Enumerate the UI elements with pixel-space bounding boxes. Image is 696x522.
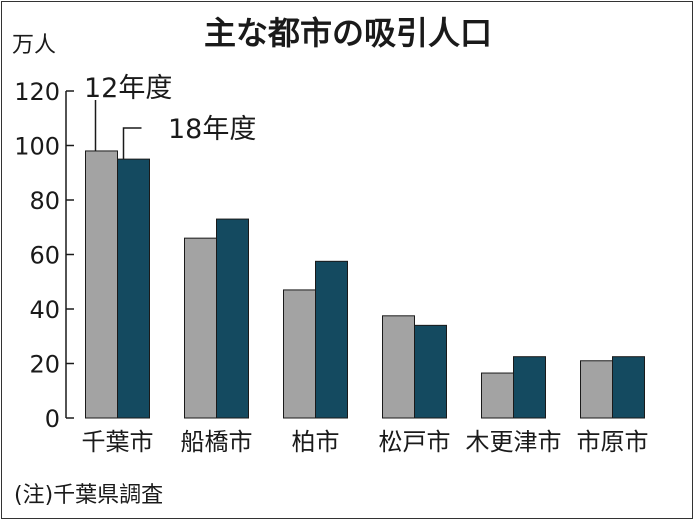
category-label: 千葉市 <box>82 428 154 456</box>
legend-group: 12年度 18年度 <box>84 73 256 160</box>
category-label: 柏市 <box>292 428 340 456</box>
category-label: 市原市 <box>577 428 649 456</box>
category-labels-group: 千葉市 船橋市 柏市 松戸市 木更津市 市原市 <box>82 428 649 456</box>
category-label: 船橋市 <box>181 428 253 456</box>
y-tick-label: 80 <box>29 187 60 215</box>
bar-fy12-1 <box>184 237 217 419</box>
category-label: 木更津市 <box>466 428 562 456</box>
category-label: 松戸市 <box>379 428 451 456</box>
y-tick-label: 120 <box>14 78 60 106</box>
bar-fy12-0 <box>85 150 118 419</box>
chart-title: 主な都市の吸引人口 <box>204 14 492 52</box>
bar-fy12-5 <box>580 360 613 419</box>
bars-group <box>85 150 645 419</box>
legend-leader-fy18 <box>122 127 142 160</box>
bar-fy18-4 <box>513 356 546 419</box>
y-tick-label: 0 <box>45 405 60 433</box>
y-tick-label: 60 <box>29 242 60 270</box>
bar-fy12-4 <box>481 372 514 419</box>
bar-fy18-5 <box>612 356 645 419</box>
y-tick-label: 100 <box>14 133 60 161</box>
bar-fy12-2 <box>283 289 316 419</box>
bar-fy12-3 <box>382 315 415 419</box>
bar-fy18-0 <box>117 158 150 419</box>
y-axis-unit: 万人 <box>12 33 56 58</box>
bar-fy18-3 <box>414 324 447 419</box>
y-tick-label: 20 <box>29 351 60 379</box>
y-tick-label: 40 <box>29 296 60 324</box>
source-note: (注)千葉県調査 <box>14 483 163 508</box>
bar-fy18-2 <box>315 260 348 419</box>
legend-label-fy18: 18年度 <box>168 114 256 145</box>
y-ticks-group: 0 20 40 60 80 100 120 <box>14 78 74 433</box>
legend-label-fy12: 12年度 <box>84 73 172 104</box>
bar-fy18-1 <box>216 218 249 419</box>
